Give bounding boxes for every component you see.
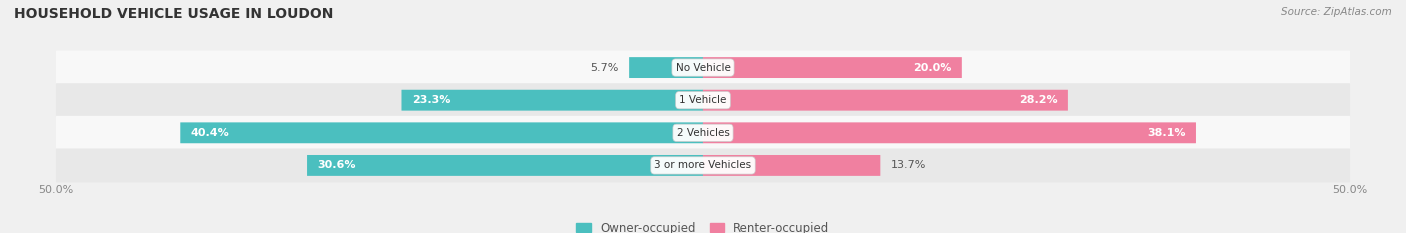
FancyBboxPatch shape <box>703 90 1069 111</box>
Text: 3 or more Vehicles: 3 or more Vehicles <box>654 161 752 170</box>
Text: 38.1%: 38.1% <box>1147 128 1185 138</box>
Text: HOUSEHOLD VEHICLE USAGE IN LOUDON: HOUSEHOLD VEHICLE USAGE IN LOUDON <box>14 7 333 21</box>
FancyBboxPatch shape <box>56 148 1350 182</box>
Text: No Vehicle: No Vehicle <box>675 63 731 72</box>
Text: 40.4%: 40.4% <box>191 128 229 138</box>
FancyBboxPatch shape <box>56 83 1350 117</box>
FancyBboxPatch shape <box>402 90 703 111</box>
FancyBboxPatch shape <box>703 155 880 176</box>
Text: Source: ZipAtlas.com: Source: ZipAtlas.com <box>1281 7 1392 17</box>
Legend: Owner-occupied, Renter-occupied: Owner-occupied, Renter-occupied <box>576 222 830 233</box>
FancyBboxPatch shape <box>56 51 1350 85</box>
Text: 30.6%: 30.6% <box>318 161 356 170</box>
FancyBboxPatch shape <box>307 155 703 176</box>
FancyBboxPatch shape <box>703 57 962 78</box>
Text: 13.7%: 13.7% <box>890 161 927 170</box>
Text: 23.3%: 23.3% <box>412 95 450 105</box>
Text: 5.7%: 5.7% <box>591 63 619 72</box>
FancyBboxPatch shape <box>56 116 1350 150</box>
Text: 2 Vehicles: 2 Vehicles <box>676 128 730 138</box>
FancyBboxPatch shape <box>703 122 1197 143</box>
FancyBboxPatch shape <box>628 57 703 78</box>
Text: 28.2%: 28.2% <box>1019 95 1057 105</box>
Text: 1 Vehicle: 1 Vehicle <box>679 95 727 105</box>
FancyBboxPatch shape <box>180 122 703 143</box>
Text: 20.0%: 20.0% <box>912 63 952 72</box>
